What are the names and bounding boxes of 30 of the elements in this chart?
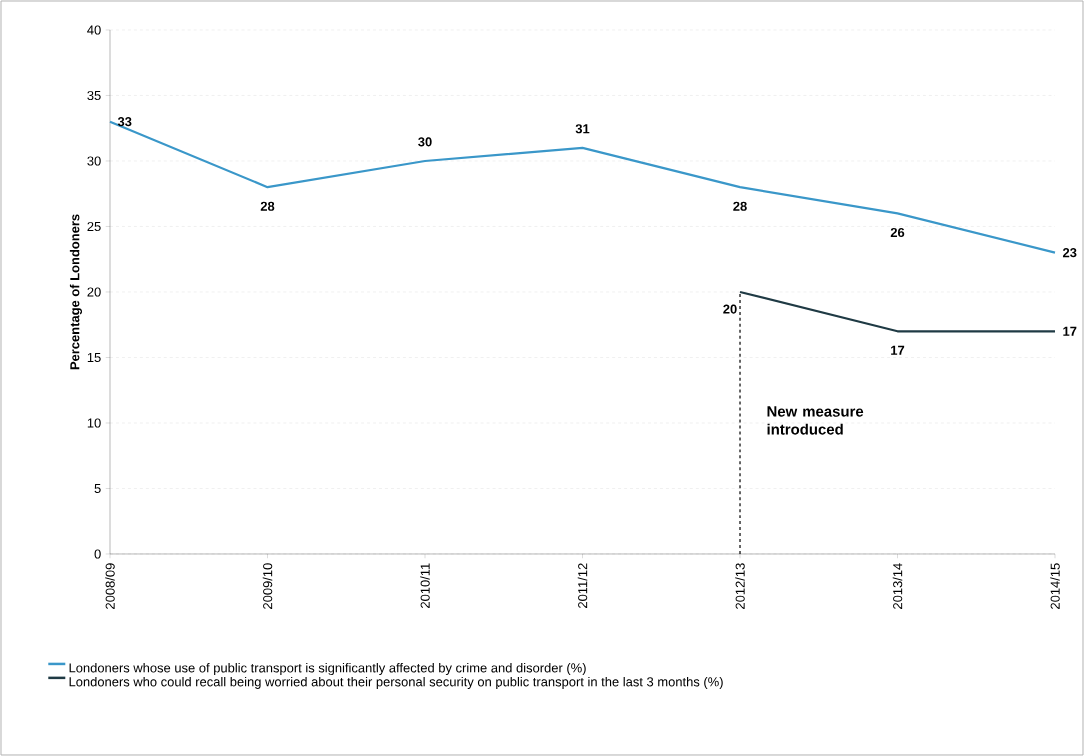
y-tick-label: 30 [87, 156, 101, 166]
data-label: 17 [891, 345, 905, 355]
x-tick-label: 2010/11 [420, 563, 430, 608]
y-tick-label: 25 [87, 221, 101, 232]
ref-line-label: New measure introduced [767, 406, 864, 435]
x-tick-label: 2012/13 [735, 563, 745, 609]
data-label: 33 [117, 117, 132, 127]
data-label: 30 [418, 137, 432, 147]
data-label: 17 [1063, 326, 1077, 336]
y-tick-label: 15 [87, 352, 101, 362]
legend-label: Londoners who could recall being worried about their personal security on public transport in the last 3 months (%) [69, 676, 723, 689]
x-tick-label: 2013/14 [892, 563, 903, 609]
x-tick-label: 2009/10 [262, 563, 273, 609]
data-label: 26 [890, 227, 905, 238]
y-tick-label: 5 [94, 483, 101, 493]
data-label: 20 [723, 304, 737, 314]
y-tick-label: 20 [87, 287, 101, 297]
y-tick-label: 40 [87, 25, 101, 35]
legend-label: Londoners whose use of public transport is significantly affected by crime and disorder (%) [69, 662, 586, 676]
y-tick-label: 35 [87, 90, 101, 101]
y-tick-label: 0 [94, 549, 101, 559]
data-label: 28 [733, 201, 747, 211]
x-tick-label: 2014/15 [1050, 563, 1060, 609]
x-tick-label: 2011/12 [577, 563, 588, 608]
data-label: 28 [260, 201, 275, 211]
y-tick-label: 10 [87, 418, 101, 428]
data-label: 31 [575, 124, 590, 134]
y-axis-title: Percentage of Londoners [69, 214, 83, 370]
data-label: 23 [1062, 248, 1077, 258]
x-tick-label: 2008/09 [105, 563, 115, 609]
